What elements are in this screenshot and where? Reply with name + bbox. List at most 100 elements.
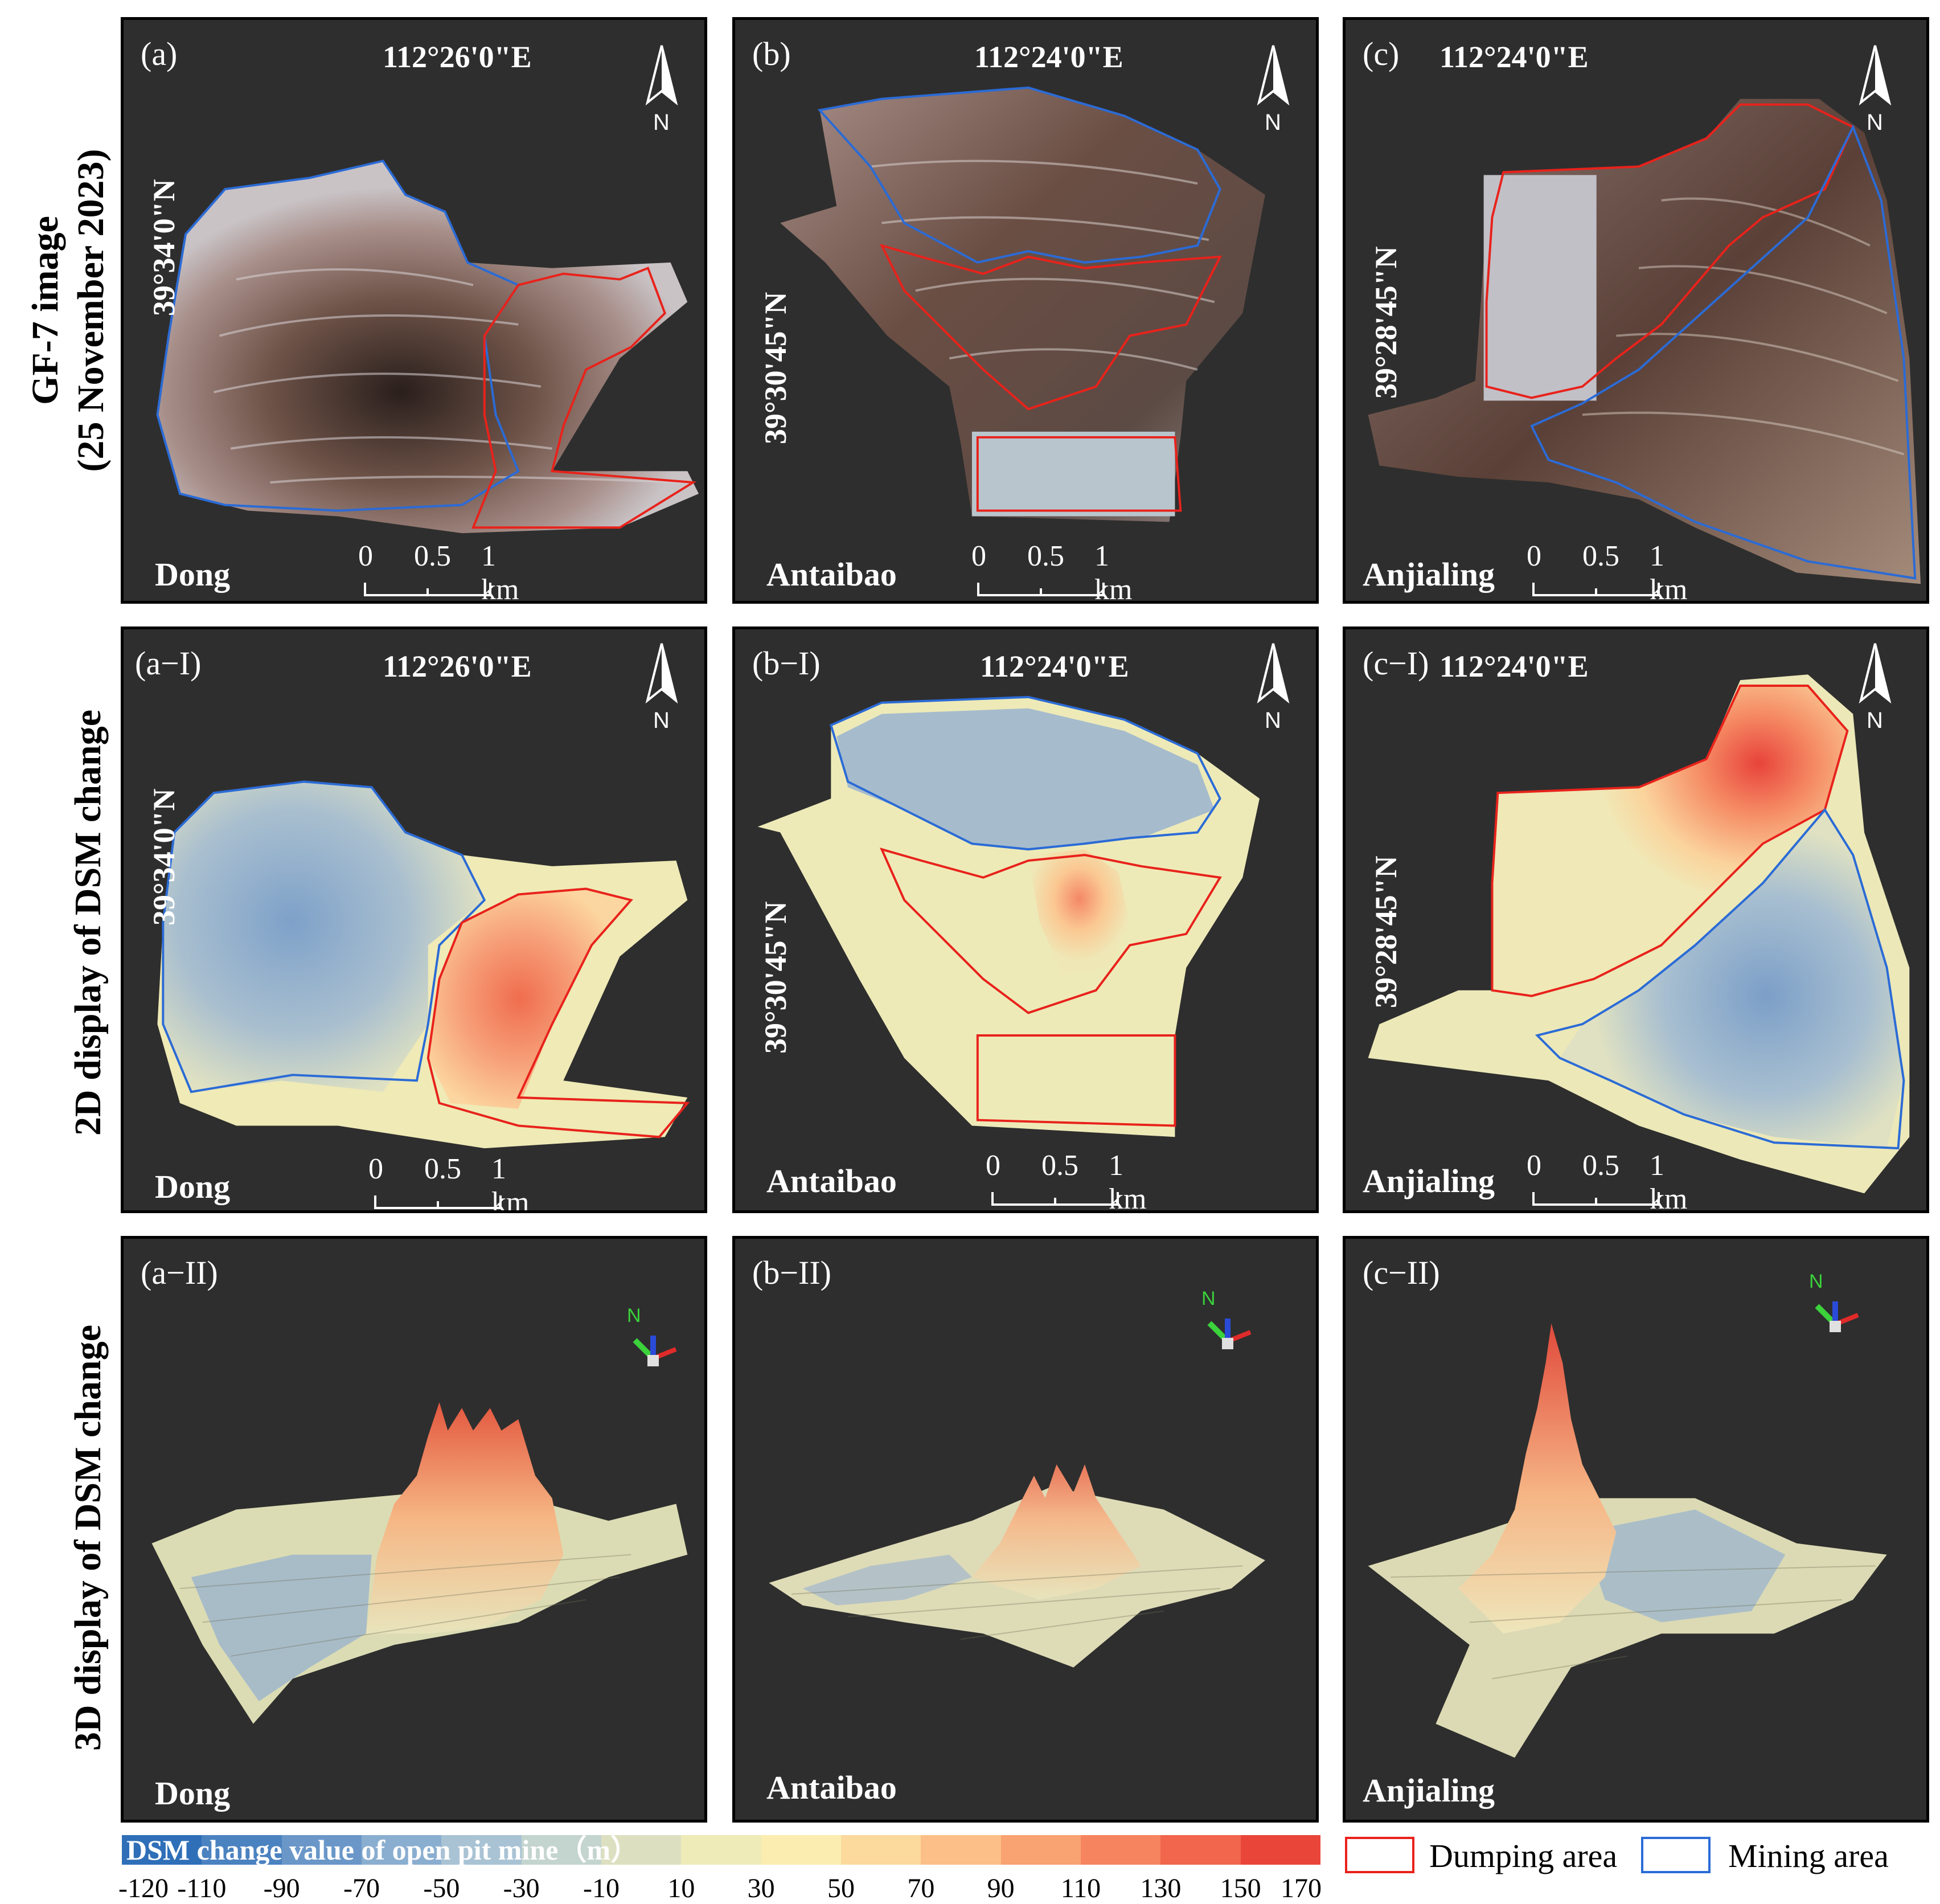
north-label: N xyxy=(1867,708,1883,733)
north-arrow-icon xyxy=(1257,45,1290,106)
axis-gizmo-icon xyxy=(633,1336,677,1366)
row-label-3d-text: 3D display of DSM change xyxy=(67,1324,109,1751)
legend-swatch xyxy=(281,1835,362,1865)
mine-name: Anjialing xyxy=(1363,1162,1495,1199)
panel-b-image xyxy=(780,86,1265,522)
mine-name: Anjialing xyxy=(1363,1772,1495,1809)
legend-tick-label: -120 xyxy=(118,1873,169,1903)
scale-tick-half: 0.5 xyxy=(1582,540,1619,572)
surface-texture xyxy=(791,1565,1243,1640)
legend-swatch xyxy=(361,1835,442,1865)
mining-boundary xyxy=(156,159,520,512)
row-label-gf7: GF-7 image (25 November 2023) xyxy=(23,149,114,472)
panel-a-II: (a−II) Dong N xyxy=(121,1236,707,1823)
north-label: N xyxy=(1867,110,1883,135)
north-arrow: N xyxy=(1849,641,1901,733)
legend-tick-label: 30 xyxy=(747,1873,775,1903)
mine-name: Antaibao xyxy=(766,1162,897,1199)
legend-swatch xyxy=(202,1835,282,1865)
axis-gizmo: N xyxy=(625,1305,687,1384)
mining-boundary xyxy=(1535,808,1905,1150)
mine-name: Dong xyxy=(155,556,231,593)
uplift-zone xyxy=(1492,686,1848,996)
scale-tick-0: 0 xyxy=(1527,540,1541,572)
legend-tick-label: -110 xyxy=(177,1873,227,1903)
longitude-label: 112°26'0"E xyxy=(383,649,532,683)
row-label-gf7-line2: (25 November 2023) xyxy=(70,149,112,472)
dumping-boundary xyxy=(879,243,1222,411)
north-arrow-icon xyxy=(1859,45,1892,106)
subsidence-zone xyxy=(163,781,485,1092)
latitude-label: 39°30'45"N xyxy=(758,901,793,1054)
dumping-boundary xyxy=(1491,685,1849,997)
panel-b-I: (b−I) 112°24'0"E 39°30'45"N Antaibao 0 0… xyxy=(732,627,1319,1213)
north-label: N xyxy=(653,110,670,135)
row-label-gf7-line1: GF-7 image xyxy=(24,216,66,405)
legend-tick-label: 50 xyxy=(827,1873,855,1903)
scale-tick-0: 0 xyxy=(368,1153,383,1185)
bench-lines xyxy=(1582,197,1904,456)
dumping-boundary-south xyxy=(976,1034,1176,1127)
legend-tick-label: 70 xyxy=(907,1873,935,1903)
scale-tick-half: 0.5 xyxy=(1027,540,1064,572)
longitude-label: 112°24'0"E xyxy=(1439,649,1589,683)
mining-boundary xyxy=(829,695,1221,851)
latitude-label: 39°30'45"N xyxy=(758,292,793,444)
north-arrow-icon xyxy=(645,45,678,106)
panel-b-II-surface xyxy=(769,1464,1265,1668)
scale-tick-half: 0.5 xyxy=(414,540,451,572)
mining-area-swatch xyxy=(1641,1837,1711,1873)
legend-swatch xyxy=(761,1835,841,1865)
north-arrow: N xyxy=(636,641,687,733)
scale-tick-1: 1 km xyxy=(491,1153,530,1213)
dumping-boundary xyxy=(879,847,1222,1014)
panel-c-I-map xyxy=(1368,674,1910,1194)
mine-name: Dong xyxy=(155,1168,231,1205)
mine-footprint xyxy=(1368,99,1921,584)
row-label-2d-text: 2D display of DSM change xyxy=(67,709,109,1136)
legend-title: DSM change value of open pit mine（m） xyxy=(126,1834,639,1866)
mining-boundary xyxy=(162,780,486,1094)
surface-texture xyxy=(179,1554,631,1657)
panel-label: (b−II) xyxy=(752,1254,831,1291)
dumping-boundary xyxy=(426,887,690,1139)
dumping-area-swatch xyxy=(1345,1837,1414,1873)
panel-b: (b) 112°24'0"E 39°30'45"N Antaibao 0 0.5… xyxy=(732,17,1319,604)
panel-label: (b−I) xyxy=(752,645,821,682)
legend-swatch xyxy=(1080,1835,1161,1865)
latitude-label: 39°28'45"N xyxy=(1369,246,1403,399)
legend-tick-label: 170 xyxy=(1281,1873,1322,1903)
north-label: N xyxy=(653,708,670,733)
scale-tick-half: 0.5 xyxy=(424,1153,461,1185)
longitude-label: 112°24'0"E xyxy=(1439,40,1589,74)
panel-a-I-map xyxy=(157,780,690,1149)
dumping-boundary-south xyxy=(976,436,1182,512)
legend-swatch xyxy=(441,1835,522,1865)
north-arrow: N xyxy=(1248,641,1299,733)
panel-b-II: (b−II) Antaibao N xyxy=(732,1236,1319,1823)
legend-swatch xyxy=(1160,1835,1241,1865)
dumping-boundary xyxy=(1485,103,1855,399)
legend-swatch xyxy=(1240,1835,1320,1865)
scale-tick-1: 1 km xyxy=(1650,1149,1688,1213)
panel-label: (a−II) xyxy=(141,1254,218,1291)
uplift-peaks xyxy=(366,1402,564,1634)
longitude-label: 112°24'0"E xyxy=(974,40,1123,74)
latitude-label: 39°34'0"N xyxy=(147,788,181,926)
mining-boundary xyxy=(817,86,1221,264)
subsidence-zone xyxy=(836,708,1215,850)
mining-area-label: Mining area xyxy=(1728,1837,1889,1874)
axis-gizmo: N xyxy=(1807,1271,1869,1350)
mine-name: Antaibao xyxy=(766,1769,897,1806)
scale-tick-half: 0.5 xyxy=(1041,1149,1078,1182)
axis-gizmo: N xyxy=(1199,1288,1262,1367)
mining-boundary xyxy=(1530,124,1917,580)
latitude-label: 39°34'0"N xyxy=(147,179,181,316)
longitude-label: 112°26'0"E xyxy=(383,40,532,74)
scale-tick-1: 1 km xyxy=(1094,540,1133,604)
panel-label: (a) xyxy=(141,35,178,72)
uplift-peaks xyxy=(971,1464,1142,1600)
panel-c-II: (c−II) Anjialing N xyxy=(1343,1236,1929,1823)
subsidence-zone xyxy=(1560,809,1904,1149)
uplift-peak xyxy=(1458,1323,1617,1634)
